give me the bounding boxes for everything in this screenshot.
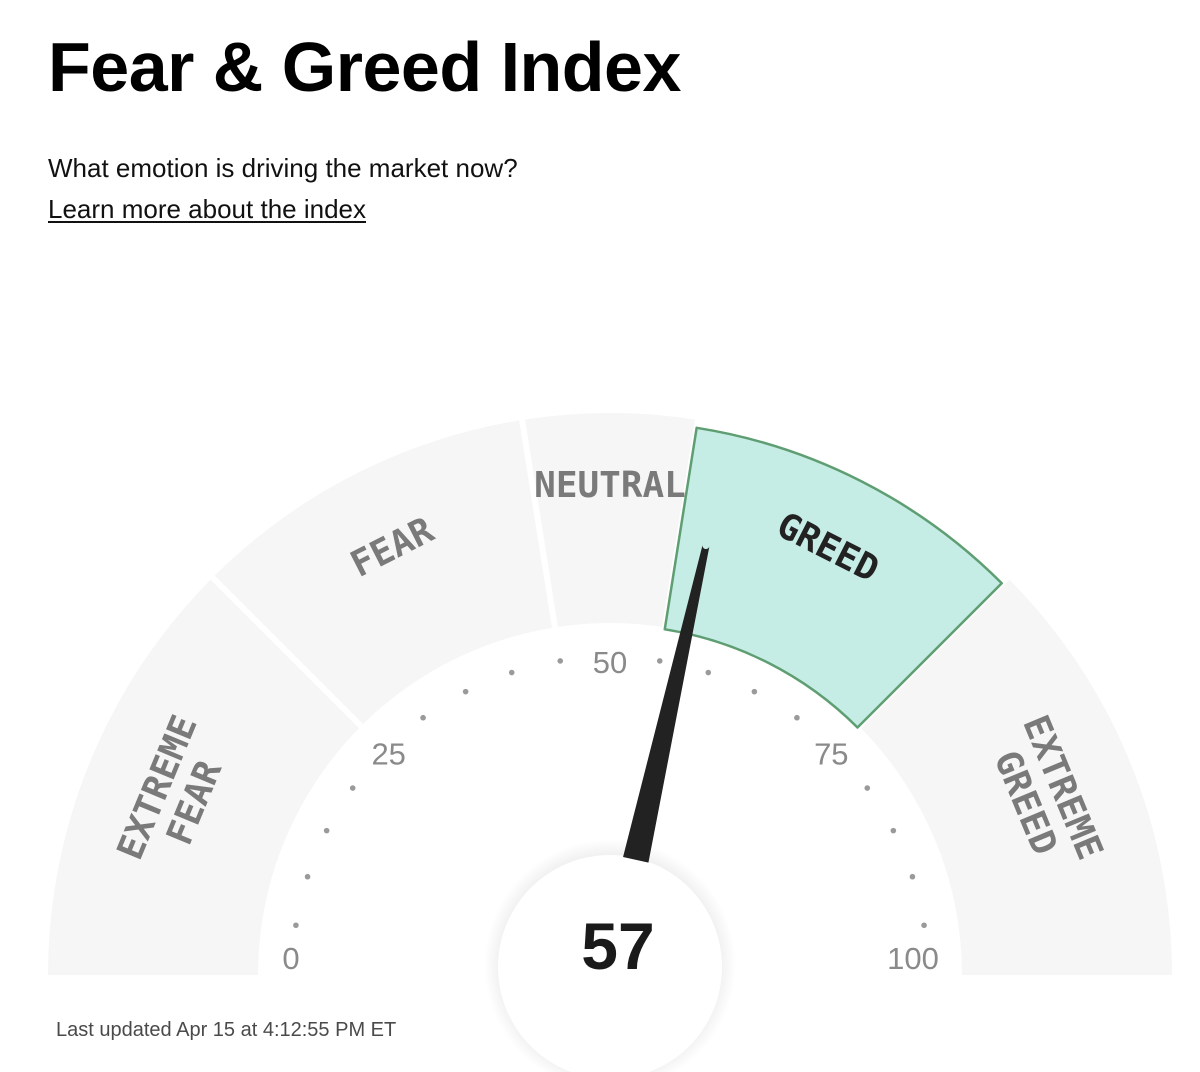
zone-greed: GREED — [663, 426, 1003, 729]
scale-dot — [349, 785, 356, 791]
zone-extreme-greed-segment — [861, 579, 1172, 975]
tick-label-75: 75 — [814, 737, 848, 772]
gauge-hub — [498, 855, 722, 1072]
gauge-value: 57 — [581, 909, 654, 983]
scale-dot — [890, 827, 897, 834]
scale-dot — [751, 688, 758, 695]
gauge-scale-dots — [293, 658, 927, 929]
zone-greed-segment — [663, 426, 1003, 729]
zone-extreme-fear: EXTREMEFEAR — [48, 579, 359, 975]
zone-label-line: NEUTRAL — [534, 465, 686, 506]
scale-dot — [304, 873, 311, 880]
zone-neutral: NEUTRAL — [525, 413, 695, 627]
scale-dot — [420, 714, 426, 721]
scale-dot — [462, 688, 469, 695]
gauge-needle-group: 57 — [484, 544, 736, 1072]
scale-dot — [864, 785, 871, 791]
tick-label-25: 25 — [371, 737, 405, 772]
scale-dot — [323, 827, 330, 834]
scale-dot — [794, 714, 800, 721]
learn-more-link[interactable]: Learn more about the index — [48, 194, 366, 224]
zone-fear-segment — [214, 420, 552, 724]
last-updated-timestamp: Last updated Apr 15 at 4:12:55 PM ET — [56, 1019, 397, 1041]
zone-neutral-segment — [525, 413, 695, 627]
zone-fear: FEAR — [214, 420, 552, 724]
zone-neutral-label: NEUTRAL — [534, 465, 686, 506]
tick-label-50: 50 — [593, 645, 627, 680]
scale-dot — [508, 669, 515, 676]
tick-label-0: 0 — [282, 941, 299, 976]
scale-dot — [705, 669, 712, 676]
page-subtitle: What emotion is driving the market now? — [48, 153, 518, 183]
gauge-needle — [623, 544, 710, 863]
scale-dot — [909, 873, 916, 880]
page-title: Fear & Greed Index — [48, 28, 681, 106]
scale-dot — [921, 922, 927, 929]
scale-dot — [656, 658, 663, 664]
tick-label-100: 100 — [887, 941, 939, 976]
scale-dot — [557, 658, 564, 664]
zone-extreme-greed: EXTREMEGREED — [861, 579, 1172, 975]
gauge-tick-labels: 0 25 50 75 100 — [282, 645, 938, 976]
zone-extreme-fear-segment — [48, 579, 359, 975]
scale-dot — [293, 922, 299, 929]
